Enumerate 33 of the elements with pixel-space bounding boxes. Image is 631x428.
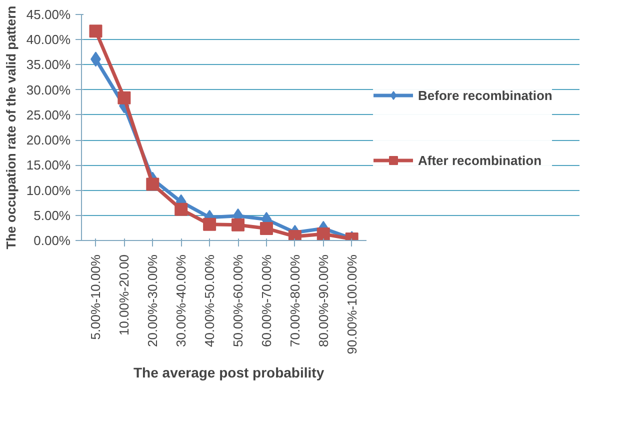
point: [260, 222, 273, 235]
y-tick-label: 5.00%: [34, 208, 71, 223]
x-tick-label: 50.00%-60.00%: [230, 254, 246, 348]
x-tick-label: 30.00%-40.00%: [174, 254, 189, 348]
point: [316, 227, 330, 240]
legend-label: Before recombination: [418, 88, 552, 102]
point: [146, 178, 160, 191]
point: [203, 218, 216, 231]
y-axis-title: The occupation rate of the valid pattern: [3, 6, 18, 250]
x-tick-label: 40.00%-50.00%: [202, 254, 218, 348]
y-tick-label: 45.00%: [26, 7, 71, 22]
x-tick-label: 60.00%-70.00%: [258, 254, 274, 348]
point: [288, 230, 302, 240]
legend-label: After recombination: [418, 152, 542, 168]
x-tick-label: 20.00%-30.00%: [145, 254, 160, 348]
x-tick-label: 5.00%-10.00%: [88, 254, 104, 340]
point: [174, 202, 188, 216]
x-tick-label: 10.00%-20.00: [116, 254, 132, 336]
y-tick-label: 20.00%: [26, 132, 71, 148]
y-tick-label: 15.00%: [26, 158, 71, 173]
y-tick-label: 10.00%: [26, 182, 71, 198]
x-axis-title: The average post probability: [134, 364, 324, 380]
point: [232, 218, 245, 232]
point: [118, 91, 131, 104]
y-tick-label: 35.00%: [26, 57, 71, 72]
y-tick-label: 30.00%: [26, 82, 71, 98]
y-tick-label: 40.00%: [26, 32, 71, 48]
y-tick-label: 0.00%: [34, 233, 71, 248]
y-tick-label: 25.00%: [26, 107, 71, 122]
point: [89, 24, 102, 38]
x-tick-label: 80.00%-90.00%: [316, 254, 331, 348]
x-tick-label: 70.00%-80.00%: [287, 254, 302, 348]
x-tick-label: 90.00%-100.00%: [344, 254, 360, 354]
